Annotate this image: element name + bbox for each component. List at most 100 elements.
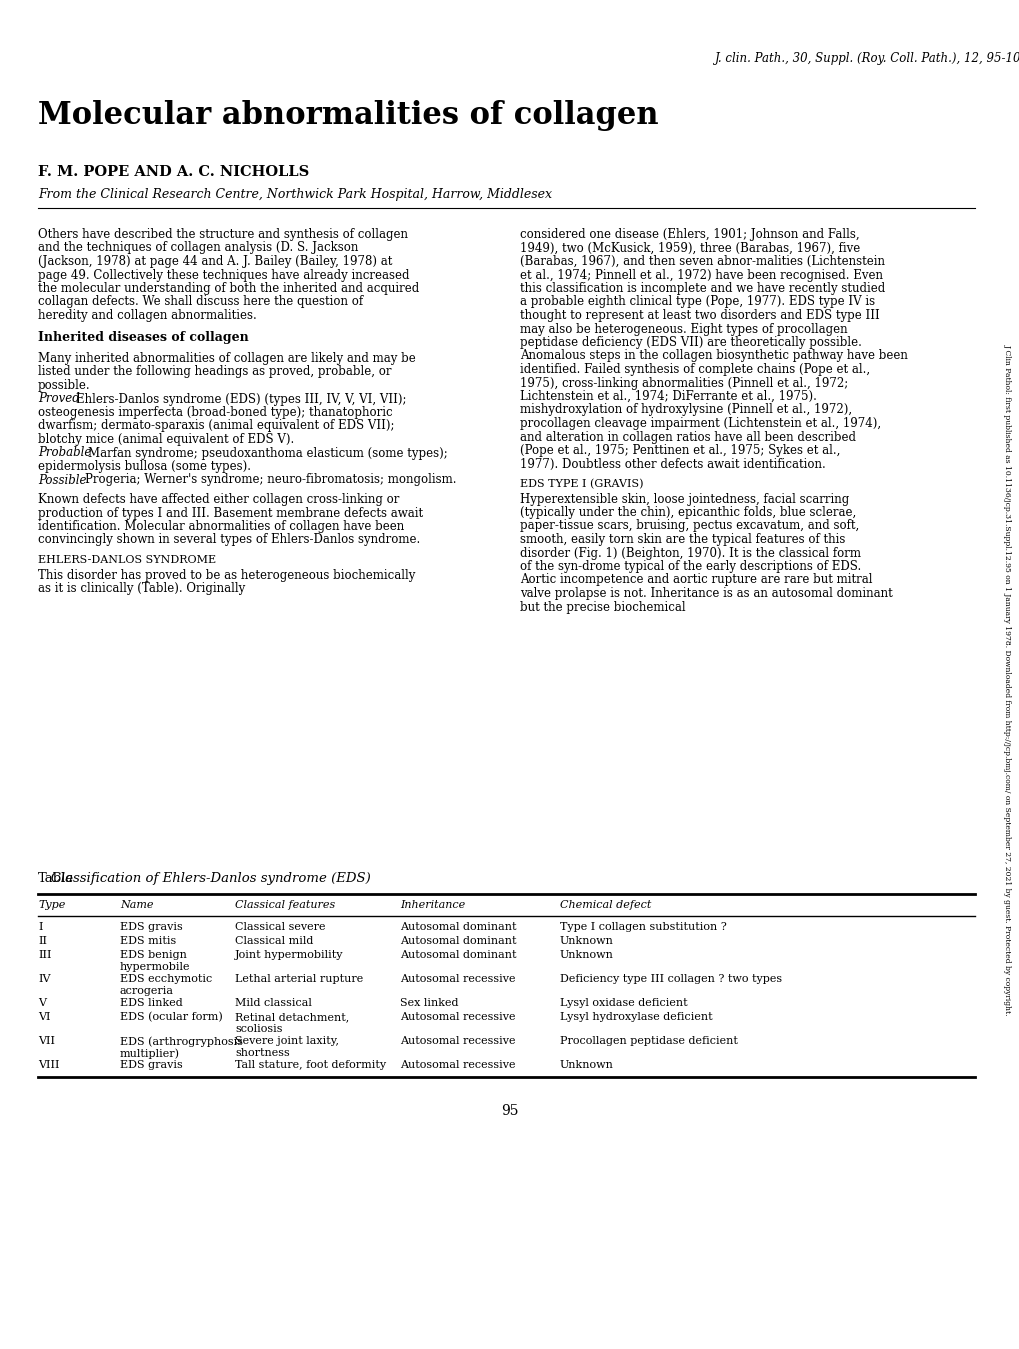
Text: osteogenesis imperfecta (broad-boned type); thanatophoric: osteogenesis imperfecta (broad-boned typ…	[38, 406, 392, 420]
Text: Ehlers-Danlos syndrome (EDS) (types III, IV, V, VI, VII);: Ehlers-Danlos syndrome (EDS) (types III,…	[76, 393, 407, 406]
Text: Inherited diseases of collagen: Inherited diseases of collagen	[38, 331, 249, 344]
Text: 1949), two (McKusick, 1959), three (Barabas, 1967), five: 1949), two (McKusick, 1959), three (Bara…	[520, 241, 859, 255]
Text: IV: IV	[38, 974, 51, 983]
Text: EDS benign: EDS benign	[120, 950, 186, 960]
Text: EDS mitis: EDS mitis	[120, 936, 176, 946]
Text: possible.: possible.	[38, 379, 91, 393]
Text: page 49. Collectively these techniques have already increased: page 49. Collectively these techniques h…	[38, 268, 409, 282]
Text: (typically under the chin), epicanthic folds, blue sclerae,: (typically under the chin), epicanthic f…	[520, 506, 855, 519]
Text: Autosomal dominant: Autosomal dominant	[399, 921, 516, 932]
Text: Autosomal dominant: Autosomal dominant	[399, 936, 516, 946]
Text: the molecular understanding of both the inherited and acquired: the molecular understanding of both the …	[38, 282, 419, 295]
Text: hypermobile: hypermobile	[120, 962, 191, 973]
Text: J Clin Pathol: first published as 10.1136/jcp.31.Suppl.12.95 on 1 January 1978. : J Clin Pathol: first published as 10.113…	[1003, 344, 1011, 1016]
Text: thought to represent at least two disorders and EDS type III: thought to represent at least two disord…	[520, 309, 878, 322]
Text: Chemical defect: Chemical defect	[559, 900, 651, 911]
Text: (Jackson, 1978) at page 44 and A. J. Bailey (Bailey, 1978) at: (Jackson, 1978) at page 44 and A. J. Bai…	[38, 255, 392, 268]
Text: Autosomal recessive: Autosomal recessive	[399, 1012, 515, 1023]
Text: V: V	[38, 998, 46, 1008]
Text: Marfan syndrome; pseudoxanthoma elasticum (some types);: Marfan syndrome; pseudoxanthoma elasticu…	[88, 447, 447, 460]
Text: Deficiency type III collagen ? two types: Deficiency type III collagen ? two types	[559, 974, 782, 983]
Text: Lysyl hydroxylase deficient: Lysyl hydroxylase deficient	[559, 1012, 712, 1023]
Text: Autosomal dominant: Autosomal dominant	[399, 950, 516, 960]
Text: scoliosis: scoliosis	[234, 1024, 282, 1033]
Text: listed under the following headings as proved, probable, or: listed under the following headings as p…	[38, 366, 391, 379]
Text: collagan defects. We shall discuss here the question of: collagan defects. We shall discuss here …	[38, 295, 363, 309]
Text: Proved: Proved	[38, 393, 79, 406]
Text: and alteration in collagen ratios have all been described: and alteration in collagen ratios have a…	[520, 430, 855, 444]
Text: Others have described the structure and synthesis of collagen: Others have described the structure and …	[38, 228, 408, 241]
Text: Unknown: Unknown	[559, 1060, 613, 1070]
Text: EHLERS-DANLOS SYNDROME: EHLERS-DANLOS SYNDROME	[38, 554, 216, 565]
Text: II: II	[38, 936, 47, 946]
Text: Classical features: Classical features	[234, 900, 335, 911]
Text: EDS (arthrogryphosis: EDS (arthrogryphosis	[120, 1036, 243, 1047]
Text: blotchy mice (animal equivalent of EDS V).: blotchy mice (animal equivalent of EDS V…	[38, 433, 293, 447]
Text: Classification of Ehlers-Danlos syndrome (EDS): Classification of Ehlers-Danlos syndrome…	[38, 871, 370, 885]
Text: this classification is incomplete and we have recently studied: this classification is incomplete and we…	[520, 282, 884, 295]
Text: Severe joint laxity,: Severe joint laxity,	[234, 1036, 338, 1045]
Text: disorder (Fig. 1) (Beighton, 1970). It is the classical form: disorder (Fig. 1) (Beighton, 1970). It i…	[520, 546, 860, 560]
Text: EDS gravis: EDS gravis	[120, 921, 182, 932]
Text: identification. Molecular abnormalities of collagen have been: identification. Molecular abnormalities …	[38, 519, 404, 533]
Text: 1977). Doubtless other defects await identification.: 1977). Doubtless other defects await ide…	[520, 457, 825, 471]
Text: and the techniques of collagen analysis (D. S. Jackson: and the techniques of collagen analysis …	[38, 241, 358, 255]
Text: Possible: Possible	[38, 473, 87, 487]
Text: identified. Failed synthesis of complete chains (Pope et al.,: identified. Failed synthesis of complete…	[520, 363, 869, 376]
Text: Unknown: Unknown	[559, 950, 613, 960]
Text: From the Clinical Research Centre, Northwick Park Hospital, Harrow, Middlesex: From the Clinical Research Centre, North…	[38, 188, 551, 201]
Text: Lichtenstein et al., 1974; DiFerrante et al., 1975).: Lichtenstein et al., 1974; DiFerrante et…	[520, 390, 816, 403]
Text: Progeria; Werner's syndrome; neuro-fibromatosis; mongolism.: Progeria; Werner's syndrome; neuro-fibro…	[85, 473, 457, 487]
Text: EDS ecchymotic: EDS ecchymotic	[120, 974, 212, 983]
Text: Classical severe: Classical severe	[234, 921, 325, 932]
Text: J. clin. Path., 30, Suppl. (Roy. Coll. Path.), 12, 95-104: J. clin. Path., 30, Suppl. (Roy. Coll. P…	[714, 53, 1019, 65]
Text: may also be heterogeneous. Eight types of procollagen: may also be heterogeneous. Eight types o…	[520, 322, 847, 336]
Text: Retinal detachment,: Retinal detachment,	[234, 1012, 348, 1023]
Text: I: I	[38, 921, 43, 932]
Text: Hyperextensible skin, loose jointedness, facial scarring: Hyperextensible skin, loose jointedness,…	[520, 492, 849, 506]
Text: dwarfism; dermato-sparaxis (animal equivalent of EDS VII);: dwarfism; dermato-sparaxis (animal equiv…	[38, 420, 394, 433]
Text: of the syn-drome typical of the early descriptions of EDS.: of the syn-drome typical of the early de…	[520, 560, 860, 573]
Text: acrogeria: acrogeria	[120, 986, 174, 996]
Text: EDS TYPE I (GRAVIS): EDS TYPE I (GRAVIS)	[520, 479, 643, 490]
Text: mishydroxylation of hydroxylysine (Pinnell et al., 1972),: mishydroxylation of hydroxylysine (Pinne…	[520, 403, 851, 417]
Text: smooth, easily torn skin are the typical features of this: smooth, easily torn skin are the typical…	[520, 533, 845, 546]
Text: Lethal arterial rupture: Lethal arterial rupture	[234, 974, 363, 983]
Text: Unknown: Unknown	[559, 936, 613, 946]
Text: VI: VI	[38, 1012, 51, 1023]
Text: Autosomal recessive: Autosomal recessive	[399, 1060, 515, 1070]
Text: Table: Table	[38, 871, 74, 885]
Text: EDS (ocular form): EDS (ocular form)	[120, 1012, 222, 1023]
Text: paper-tissue scars, bruising, pectus excavatum, and soft,: paper-tissue scars, bruising, pectus exc…	[520, 519, 858, 533]
Text: considered one disease (Ehlers, 1901; Johnson and Falls,: considered one disease (Ehlers, 1901; Jo…	[520, 228, 859, 241]
Text: Lysyl oxidase deficient: Lysyl oxidase deficient	[559, 998, 687, 1008]
Text: (Barabas, 1967), and then seven abnor-malities (Lichtenstein: (Barabas, 1967), and then seven abnor-ma…	[520, 255, 884, 268]
Text: Sex linked: Sex linked	[399, 998, 459, 1008]
Text: Type I collagen substitution ?: Type I collagen substitution ?	[559, 921, 726, 932]
Text: Tall stature, foot deformity: Tall stature, foot deformity	[234, 1060, 386, 1070]
Text: Type: Type	[38, 900, 65, 911]
Text: Procollagen peptidase deficient: Procollagen peptidase deficient	[559, 1036, 737, 1045]
Text: convincingly shown in several types of Ehlers-Danlos syndrome.: convincingly shown in several types of E…	[38, 533, 420, 546]
Text: (Pope et al., 1975; Penttinen et al., 1975; Sykes et al.,: (Pope et al., 1975; Penttinen et al., 19…	[520, 444, 840, 457]
Text: 1975), cross-linking abnormalities (Pinnell et al., 1972;: 1975), cross-linking abnormalities (Pinn…	[520, 376, 848, 390]
Text: valve prolapse is not. Inheritance is as an autosomal dominant: valve prolapse is not. Inheritance is as…	[520, 587, 892, 600]
Text: multiplier): multiplier)	[120, 1048, 179, 1059]
Text: Anomalous steps in the collagen biosynthetic pathway have been: Anomalous steps in the collagen biosynth…	[520, 349, 907, 363]
Text: procollagen cleavage impairment (Lichtenstein et al., 1974),: procollagen cleavage impairment (Lichten…	[520, 417, 880, 430]
Text: III: III	[38, 950, 51, 960]
Text: Joint hypermobility: Joint hypermobility	[234, 950, 343, 960]
Text: 95: 95	[500, 1103, 519, 1118]
Text: Molecular abnormalities of collagen: Molecular abnormalities of collagen	[38, 100, 658, 131]
Text: Autosomal recessive: Autosomal recessive	[399, 974, 515, 983]
Text: as it is clinically (Table). Originally: as it is clinically (Table). Originally	[38, 581, 245, 595]
Text: heredity and collagen abnormalities.: heredity and collagen abnormalities.	[38, 309, 257, 322]
Text: EDS gravis: EDS gravis	[120, 1060, 182, 1070]
Text: EDS linked: EDS linked	[120, 998, 182, 1008]
Text: Autosomal recessive: Autosomal recessive	[399, 1036, 515, 1045]
Text: Known defects have affected either collagen cross-linking or: Known defects have affected either colla…	[38, 492, 399, 506]
Text: production of types I and III. Basement membrane defects await: production of types I and III. Basement …	[38, 506, 423, 519]
Text: but the precise biochemical: but the precise biochemical	[520, 600, 685, 614]
Text: epidermolysis bullosa (some types).: epidermolysis bullosa (some types).	[38, 460, 251, 473]
Text: Inheritance: Inheritance	[399, 900, 465, 911]
